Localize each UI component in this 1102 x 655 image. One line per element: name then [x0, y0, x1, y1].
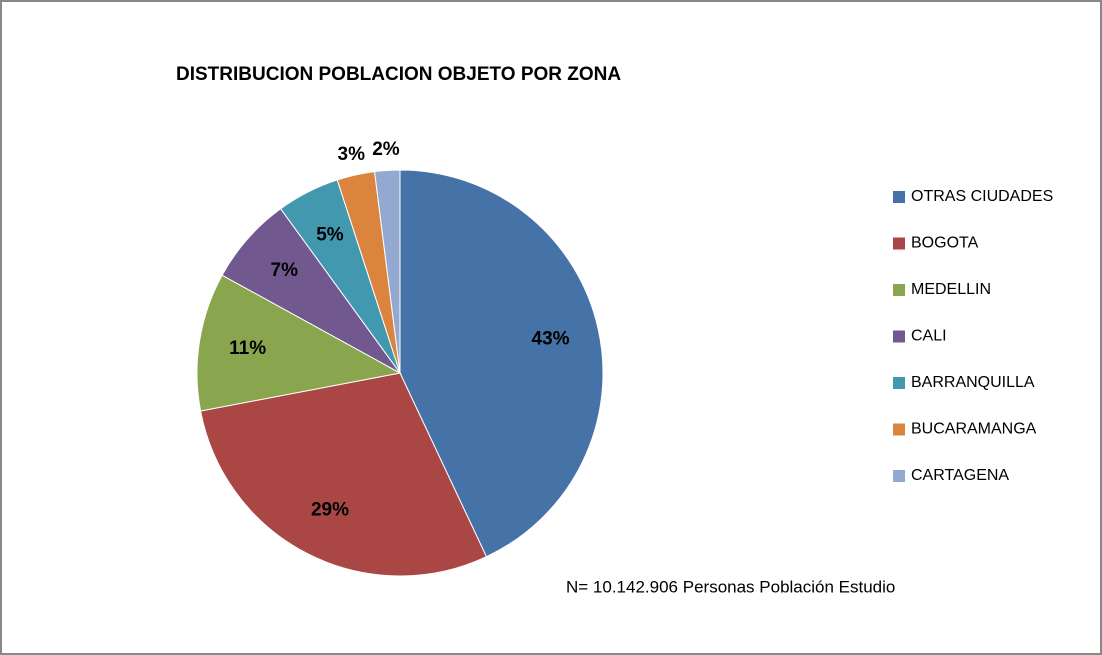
data-label: 5%: [316, 225, 344, 246]
legend-label: BARRANQUILLA: [911, 374, 1035, 391]
legend-swatch: [893, 470, 905, 482]
legend-swatch: [893, 284, 905, 296]
data-label: 29%: [311, 499, 349, 520]
legend-label: CALI: [911, 328, 947, 345]
data-label: 3%: [338, 144, 366, 165]
pie-slice: [200, 372, 488, 577]
data-label: 7%: [271, 260, 299, 281]
legend-label: MEDELLIN: [911, 281, 991, 298]
pie-slice: [399, 169, 604, 558]
pie-slice: [373, 169, 401, 374]
legend-swatch: [893, 377, 905, 389]
legend-swatch: [893, 237, 905, 250]
legend-label: OTRAS CIUDADES: [911, 188, 1053, 205]
legend-swatch: [893, 191, 905, 203]
data-label: 11%: [229, 338, 266, 359]
chart-title: DISTRIBUCION POBLACION OBJETO POR ZONA: [176, 64, 621, 85]
legend-swatch: [893, 330, 905, 343]
pie-slice: [196, 274, 402, 412]
legend-label: BOGOTA: [911, 235, 979, 252]
legend-label: BUCARAMANGA: [911, 421, 1037, 438]
data-label: 2%: [372, 139, 400, 160]
legend-swatch: [893, 423, 905, 436]
data-label: 43%: [532, 328, 570, 349]
legend-label: CARTAGENA: [911, 467, 1009, 484]
annotation: N= 10.142.906 Personas Población Estudio: [566, 577, 895, 596]
